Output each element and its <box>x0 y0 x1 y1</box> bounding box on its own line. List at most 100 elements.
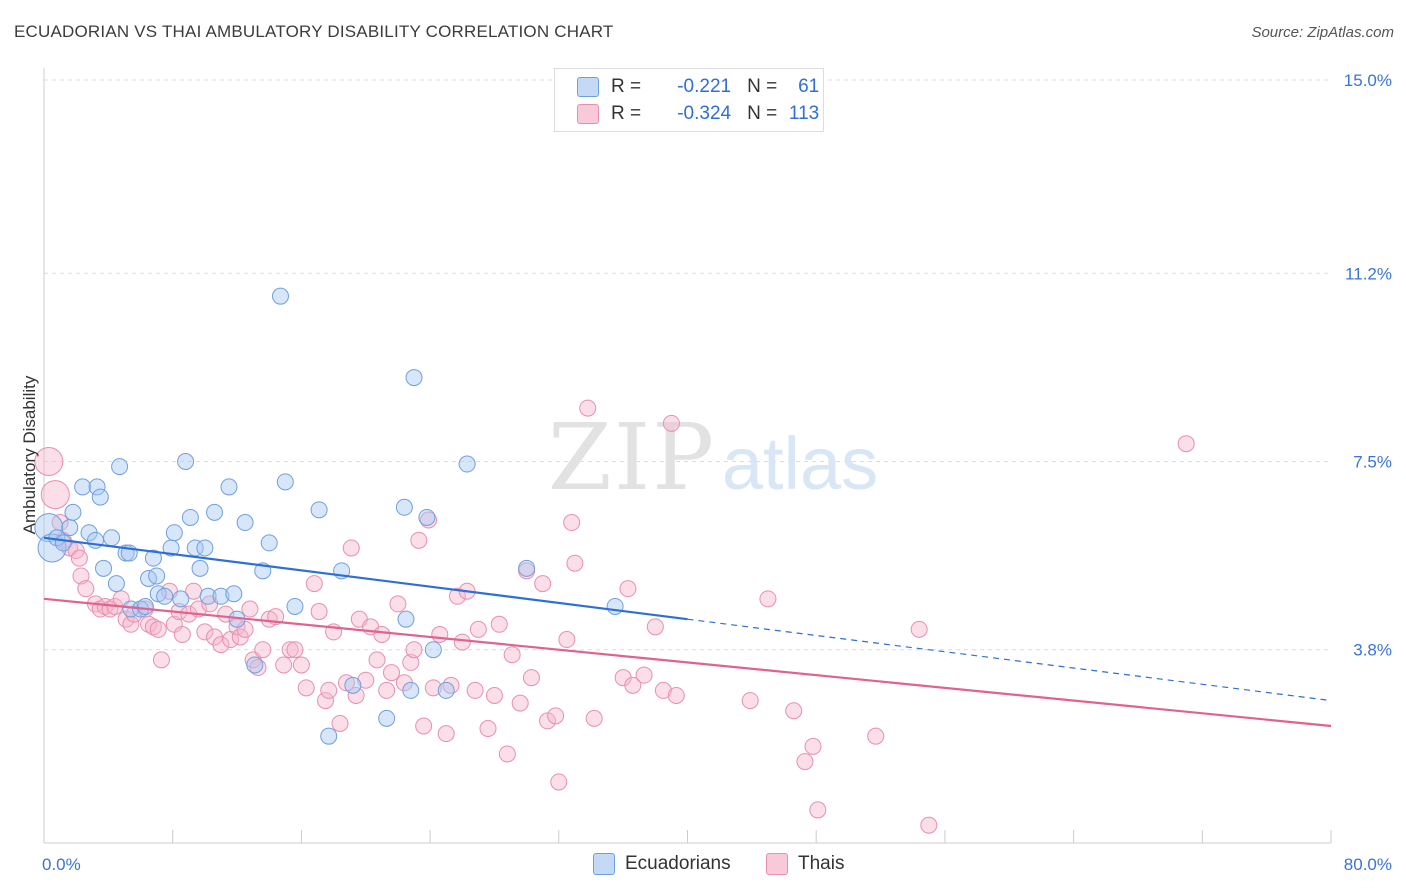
ecuadorian-point-21 <box>144 549 162 567</box>
y-tick-label-1: 7.5% <box>1353 453 1392 472</box>
x-tick-label-min: 0.0% <box>42 855 81 874</box>
ecuadorians-r-label: R = <box>611 76 642 97</box>
thai-point-52 <box>317 692 335 710</box>
ecuadorian-point-50 <box>378 709 396 727</box>
thai-point-66 <box>389 595 407 613</box>
thai-point-19 <box>140 615 158 633</box>
legend-row-ecuadorians: R = -0.221 N = 61 <box>577 75 819 99</box>
ecuadorian-point-24 <box>156 587 174 605</box>
thai-point-90 <box>534 575 552 593</box>
bottom-legend-ecuadorians: Ecuadorians <box>593 851 731 877</box>
ecuadorian-point-56 <box>424 641 442 659</box>
thai-point-110 <box>796 753 814 771</box>
thai-point-70 <box>410 531 428 549</box>
thai-point-92 <box>547 707 565 725</box>
ecuadorian-point-58 <box>458 455 476 473</box>
x-tick-label-max: 80.0% <box>1344 855 1392 874</box>
thai-point-53 <box>320 681 338 699</box>
ecuadorian-point-27 <box>172 590 190 608</box>
thai-point-50 <box>305 575 323 593</box>
thai-point-116 <box>1177 435 1195 453</box>
thai-point-84 <box>490 615 508 633</box>
ecuadorian-point-36 <box>220 478 238 496</box>
thai-point-83 <box>485 686 503 704</box>
thai-point-20 <box>144 618 162 636</box>
thai-point-69 <box>405 641 423 659</box>
thai-point-75 <box>437 725 455 743</box>
ecuadorian-point-11 <box>95 559 113 577</box>
axes <box>43 68 1332 844</box>
bottom-legend-thais-swatch <box>766 853 788 875</box>
thai-point-49 <box>297 679 315 697</box>
thais-n-label: N = <box>747 103 778 124</box>
ecuadorian-point-54 <box>405 369 423 387</box>
thai-point-78 <box>453 633 471 651</box>
ecuadorian-point-13 <box>107 575 125 593</box>
bottom-legend-thais: Thais <box>766 851 844 877</box>
thai-point-108 <box>759 590 777 608</box>
thais-r-label: R = <box>611 103 642 124</box>
ecuadorian-point-46 <box>310 501 328 519</box>
ecuadorians-points <box>34 287 624 745</box>
ecuadorian-point-9 <box>88 478 106 496</box>
thai-point-16 <box>122 615 140 633</box>
ecuadorians-swatch <box>577 77 599 97</box>
ecuadorians-n-value: 61 <box>798 76 820 97</box>
thai-point-64 <box>378 681 396 699</box>
ecuadorian-point-51 <box>395 498 413 516</box>
thai-point-107 <box>741 692 759 710</box>
thai-point-0 <box>34 447 64 476</box>
thai-point-91 <box>539 712 557 730</box>
thai-point-95 <box>563 514 581 532</box>
y-axis-label: Ambulatory Disability <box>20 375 39 534</box>
thai-point-87 <box>511 694 529 712</box>
thai-point-1 <box>40 480 70 510</box>
watermark-atlas: atlas <box>722 422 878 505</box>
thai-point-111 <box>804 737 822 755</box>
bottom-legend-ecuadorians-label: Ecuadorians <box>625 853 731 874</box>
thai-point-112 <box>809 801 827 819</box>
thai-point-80 <box>466 681 484 699</box>
legend-row-thais: R = -0.324 N = 113 <box>577 102 819 126</box>
ecuadorian-point-29 <box>181 508 199 526</box>
watermark: ZIP atlas <box>548 404 878 511</box>
ecuadorian-point-34 <box>206 503 224 521</box>
thai-point-96 <box>566 554 584 572</box>
ecuadorian-point-31 <box>191 559 209 577</box>
ecuadorian-point-12 <box>103 529 121 547</box>
thai-point-63 <box>373 625 391 643</box>
thais-swatch <box>577 104 599 124</box>
thai-point-85 <box>498 745 516 763</box>
ecuadorian-point-10 <box>91 488 109 506</box>
thai-point-60 <box>357 671 375 689</box>
ecuadorian-point-39 <box>236 514 254 532</box>
ecuadorian-point-52 <box>397 610 415 628</box>
ecuadorian-point-45 <box>286 597 304 615</box>
bottom-legend-ecuadorians-swatch <box>593 853 615 875</box>
thai-point-76 <box>442 676 460 694</box>
ecuadorian-point-47 <box>320 727 338 745</box>
ecuadorians-trend-line <box>43 536 688 621</box>
thai-point-93 <box>550 773 568 791</box>
thai-point-77 <box>448 587 466 605</box>
thai-point-105 <box>662 414 680 432</box>
thai-point-72 <box>419 511 437 529</box>
thai-point-115 <box>920 816 938 834</box>
thai-point-42 <box>254 641 272 659</box>
ecuadorian-point-33 <box>199 587 217 605</box>
thai-point-6 <box>70 549 88 567</box>
thai-point-94 <box>558 631 576 649</box>
thais-n-value: 113 <box>788 103 820 124</box>
thai-point-51 <box>310 603 328 621</box>
thais-r-value: -0.324 <box>677 103 732 124</box>
ecuadorian-point-5 <box>64 503 82 521</box>
ecuadorian-point-1 <box>37 533 67 563</box>
ecuadorian-point-42 <box>260 534 278 552</box>
thai-point-103 <box>646 618 664 636</box>
thai-point-58 <box>347 686 365 704</box>
ecuadorian-point-43 <box>271 287 289 305</box>
ecuadorian-point-32 <box>196 539 214 557</box>
thai-point-73 <box>424 679 442 697</box>
thai-point-100 <box>619 580 637 598</box>
thai-point-8 <box>77 580 95 598</box>
